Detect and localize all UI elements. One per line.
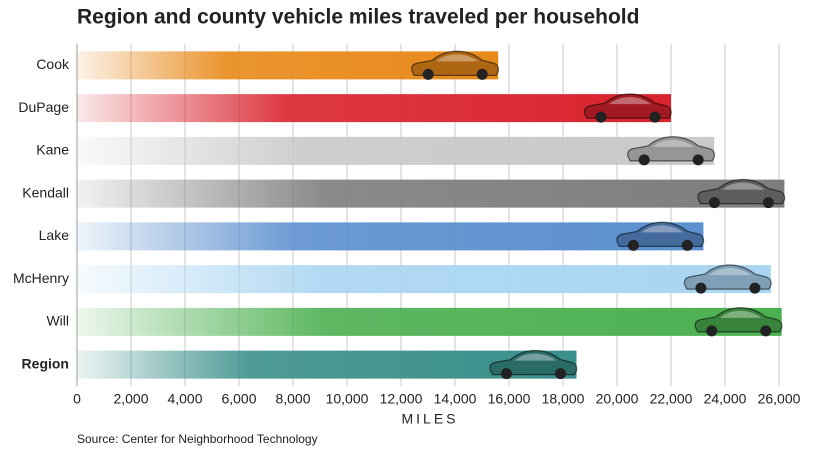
x-tick-label: 8,000 — [275, 391, 310, 407]
x-tick-label: 6,000 — [221, 391, 256, 407]
car-wheel — [692, 154, 704, 166]
car-shade — [411, 51, 499, 76]
car-shade — [490, 350, 577, 375]
car-wheel — [649, 111, 661, 123]
car-shade — [627, 136, 715, 161]
y-tick-label: Region — [22, 355, 69, 371]
car-wheel — [555, 368, 566, 380]
car-window — [641, 225, 684, 233]
car-icon — [694, 307, 783, 337]
bar — [77, 265, 771, 294]
car-body — [694, 307, 783, 333]
car-window — [436, 54, 479, 62]
x-tick-label: 24,000 — [704, 391, 747, 407]
car-shade — [616, 222, 704, 247]
y-tick-label: Will — [46, 313, 69, 329]
car-window — [708, 268, 751, 276]
car-window — [514, 353, 557, 361]
chart-title: Region and county vehicle miles traveled… — [77, 6, 639, 29]
car-shade — [695, 307, 782, 332]
x-tick-label: 2,000 — [113, 391, 148, 407]
x-tick-label: 26,000 — [758, 391, 801, 407]
car-shade — [684, 265, 772, 290]
car-icon — [489, 349, 578, 380]
car-wheel — [695, 282, 707, 294]
car-body — [489, 349, 578, 376]
car-shade — [584, 94, 672, 119]
car-wheel — [501, 368, 512, 380]
bar — [77, 222, 704, 251]
x-tick-label: 20,000 — [596, 391, 639, 407]
bar — [77, 136, 715, 165]
car-body — [697, 178, 786, 205]
y-tick-label: DuPage — [18, 99, 69, 115]
car-body — [627, 136, 715, 162]
car-body — [683, 264, 772, 290]
car-window — [722, 182, 765, 190]
car-icon — [683, 264, 772, 294]
car-body — [411, 50, 499, 76]
car-wheel — [422, 68, 434, 80]
y-tick-label: McHenry — [13, 270, 69, 286]
car-wheel — [681, 239, 693, 251]
car-icon — [411, 50, 499, 80]
x-tick-label: 12,000 — [380, 391, 423, 407]
car-window — [609, 97, 651, 105]
car-wheel — [749, 282, 761, 294]
y-tick-label: Kendall — [22, 184, 69, 200]
car-wheel — [595, 111, 607, 123]
car-wheel — [708, 197, 720, 209]
car-icon — [697, 178, 786, 209]
bar — [77, 307, 782, 336]
car-icon — [616, 221, 705, 251]
car-wheel — [476, 68, 488, 80]
y-tick-label: Kane — [36, 142, 69, 158]
car-wheel — [760, 325, 772, 337]
x-tick-label: 0 — [73, 391, 81, 407]
source: Source: Center for Neighborhood Technolo… — [77, 432, 318, 446]
bar — [77, 94, 671, 123]
car-window — [719, 310, 762, 318]
car-wheel — [627, 239, 639, 251]
car-body — [616, 221, 705, 247]
x-tick-label: 16,000 — [488, 391, 531, 407]
x-axis-label: MILES — [401, 411, 458, 427]
x-tick-label: 10,000 — [326, 391, 369, 407]
car-wheel — [706, 325, 718, 337]
car-body — [583, 93, 672, 119]
car-wheel — [638, 154, 650, 166]
x-tick-label: 18,000 — [542, 391, 585, 407]
bar — [77, 179, 785, 208]
x-tick-label: 14,000 — [434, 391, 477, 407]
car-icon — [583, 93, 672, 123]
car-icon — [627, 136, 715, 166]
car-shade — [697, 179, 785, 204]
car-window — [652, 139, 695, 147]
car-wheel — [762, 197, 774, 209]
x-tick-label: 4,000 — [167, 391, 202, 407]
y-tick-label: Lake — [39, 227, 70, 243]
x-tick-label: 22,000 — [650, 391, 693, 407]
y-tick-label: Cook — [36, 56, 70, 72]
